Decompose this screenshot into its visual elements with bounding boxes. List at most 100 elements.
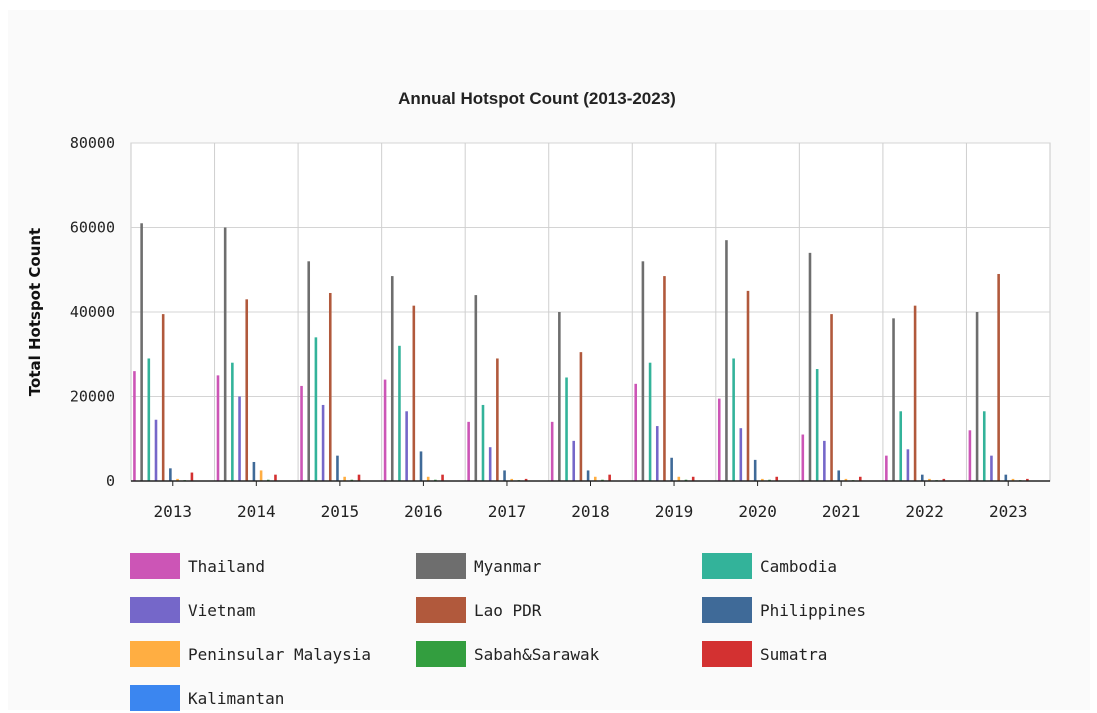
bar[interactable] xyxy=(634,383,638,481)
bar[interactable] xyxy=(398,345,401,481)
legend-item[interactable]: Cambodia xyxy=(702,553,837,579)
bar[interactable] xyxy=(496,358,499,481)
bar[interactable] xyxy=(419,451,423,481)
bar[interactable] xyxy=(300,385,303,481)
bar[interactable] xyxy=(663,276,666,481)
y-tick-label: 0 xyxy=(106,472,115,490)
bar[interactable] xyxy=(746,290,750,481)
bar[interactable] xyxy=(441,474,444,481)
legend-label: Kalimantan xyxy=(188,688,285,708)
bar[interactable] xyxy=(808,252,812,481)
bar[interactable] xyxy=(357,474,361,481)
bar[interactable] xyxy=(968,430,972,481)
bar[interactable] xyxy=(550,421,554,481)
bar[interactable] xyxy=(510,478,514,481)
bar[interactable] xyxy=(725,240,728,481)
bar[interactable] xyxy=(572,440,576,481)
bar[interactable] xyxy=(231,362,234,481)
bar[interactable] xyxy=(307,261,311,481)
bar[interactable] xyxy=(467,421,470,481)
bar[interactable] xyxy=(885,455,888,481)
bar[interactable] xyxy=(245,299,249,481)
bar[interactable] xyxy=(670,457,673,481)
bar[interactable] xyxy=(426,476,430,481)
bar[interactable] xyxy=(641,261,645,481)
bar[interactable] xyxy=(648,362,652,481)
bar[interactable] xyxy=(503,470,506,481)
bar[interactable] xyxy=(982,411,986,481)
bar[interactable] xyxy=(524,478,528,481)
bar[interactable] xyxy=(920,474,924,481)
bar[interactable] xyxy=(775,476,779,481)
bar[interactable] xyxy=(336,455,339,481)
bar[interactable] xyxy=(942,478,946,481)
bar[interactable] xyxy=(252,461,256,481)
legend-item[interactable]: Peninsular Malaysia xyxy=(130,641,371,667)
legend-item[interactable]: Sabah&Sarawak xyxy=(416,641,599,667)
bar[interactable] xyxy=(259,470,263,481)
legend-item[interactable]: Vietnam xyxy=(130,597,255,623)
legend-item[interactable]: Myanmar xyxy=(416,553,541,579)
bar[interactable] xyxy=(154,419,158,481)
bar[interactable] xyxy=(1011,478,1015,481)
bar[interactable] xyxy=(390,276,394,481)
bar[interactable] xyxy=(1004,474,1008,481)
bar[interactable] xyxy=(579,352,583,481)
bar[interactable] xyxy=(823,440,826,481)
bar[interactable] xyxy=(274,474,277,481)
bar[interactable] xyxy=(474,295,478,481)
bar[interactable] xyxy=(238,396,241,482)
bar[interactable] xyxy=(593,476,597,481)
bar[interactable] xyxy=(691,476,695,481)
legend-item[interactable]: Thailand xyxy=(130,553,265,579)
bar[interactable] xyxy=(761,478,764,481)
bar[interactable] xyxy=(147,358,151,481)
bar[interactable] xyxy=(815,369,819,481)
bar[interactable] xyxy=(161,314,165,481)
bar[interactable] xyxy=(844,478,848,481)
bar[interactable] xyxy=(913,305,917,481)
bar[interactable] xyxy=(677,476,681,481)
bar[interactable] xyxy=(343,476,346,481)
legend-item[interactable]: Kalimantan xyxy=(130,685,284,711)
bar[interactable] xyxy=(133,371,136,481)
bar[interactable] xyxy=(412,305,416,481)
bar[interactable] xyxy=(739,428,743,481)
bar[interactable] xyxy=(732,358,735,481)
bar[interactable] xyxy=(488,447,492,481)
bar[interactable] xyxy=(1026,478,1029,481)
bar[interactable] xyxy=(837,470,841,481)
bar[interactable] xyxy=(858,476,862,481)
bar[interactable] xyxy=(169,468,172,481)
bar[interactable] xyxy=(565,377,568,481)
bar[interactable] xyxy=(717,398,721,481)
bar[interactable] xyxy=(990,455,993,481)
bar[interactable] xyxy=(892,318,895,481)
bar[interactable] xyxy=(314,337,318,481)
bar[interactable] xyxy=(753,459,757,481)
bar[interactable] xyxy=(383,379,387,481)
bar[interactable] xyxy=(405,411,408,481)
bar[interactable] xyxy=(328,292,332,481)
bar[interactable] xyxy=(190,472,194,481)
bar[interactable] xyxy=(975,312,979,481)
legend-item[interactable]: Philippines xyxy=(702,597,866,623)
bar[interactable] xyxy=(608,474,611,481)
legend-item[interactable]: Sumatra xyxy=(702,641,827,667)
bar[interactable] xyxy=(558,312,561,481)
bar[interactable] xyxy=(801,434,805,481)
bar[interactable] xyxy=(899,411,903,481)
bar[interactable] xyxy=(928,478,931,481)
bar[interactable] xyxy=(830,314,833,481)
bar[interactable] xyxy=(586,470,590,481)
bar[interactable] xyxy=(140,223,143,481)
legend-item[interactable]: Lao PDR xyxy=(416,597,541,623)
bar[interactable] xyxy=(655,426,659,481)
bar[interactable] xyxy=(481,404,485,481)
bar[interactable] xyxy=(906,449,910,481)
bar[interactable] xyxy=(321,404,325,481)
bar[interactable] xyxy=(176,478,179,481)
bar[interactable] xyxy=(216,375,220,481)
bar[interactable] xyxy=(997,273,1000,481)
bar[interactable] xyxy=(223,227,227,482)
